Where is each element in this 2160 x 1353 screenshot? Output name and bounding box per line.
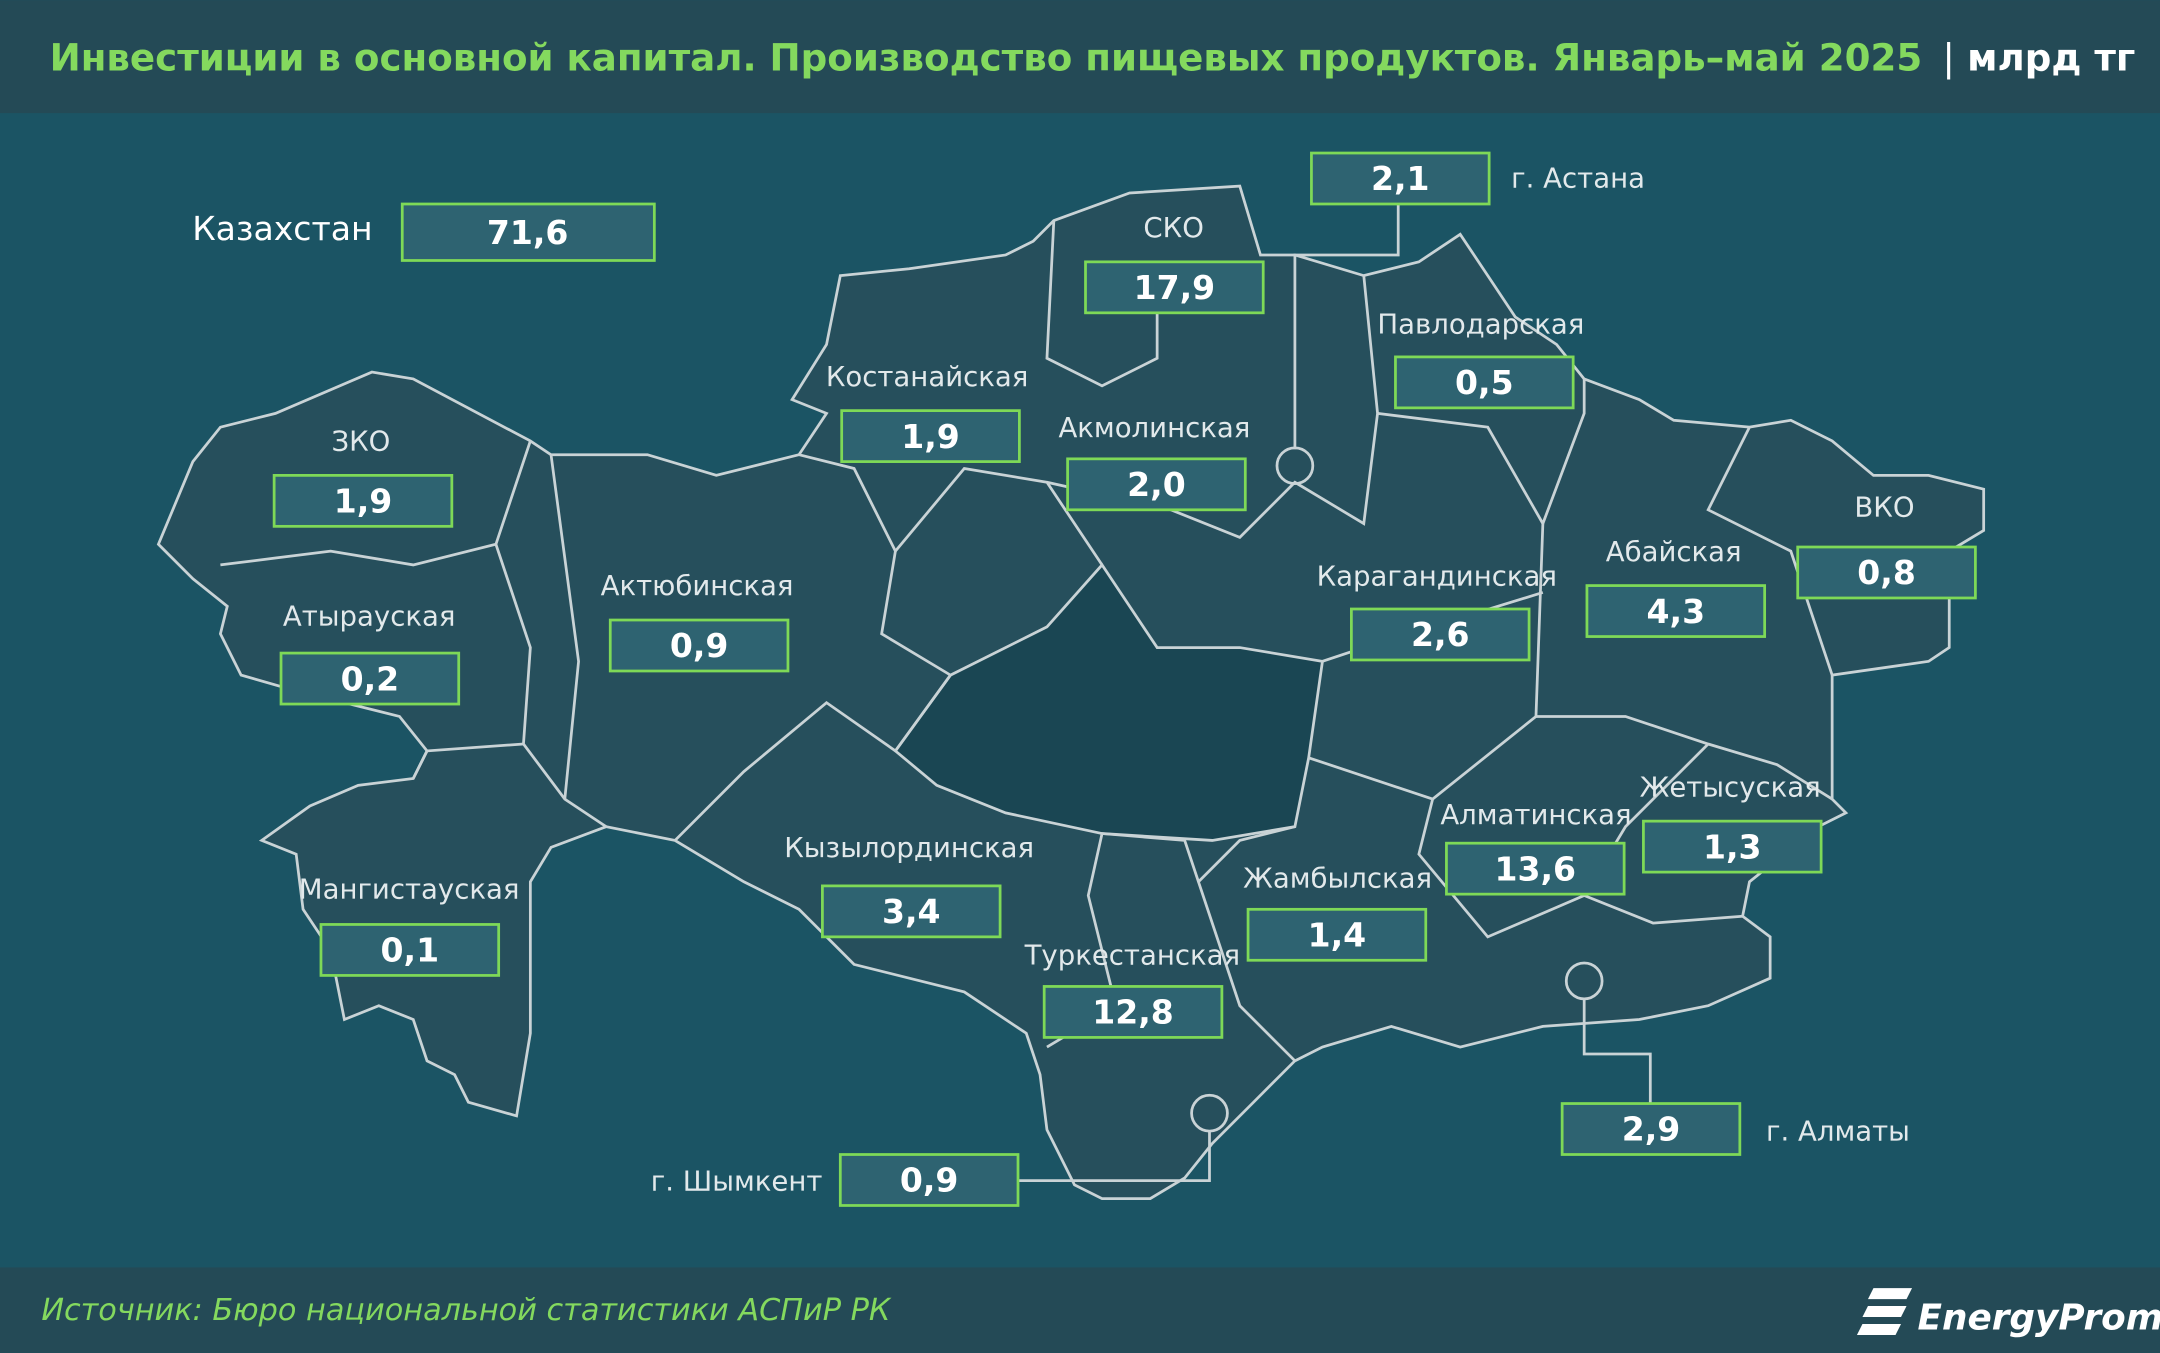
region-name: ЗКО xyxy=(331,426,390,458)
region-value: 2,6 xyxy=(1411,615,1470,654)
region-name: Алматинская xyxy=(1440,799,1631,831)
almaty-connector xyxy=(1582,997,1652,1104)
shymkent-marker xyxy=(1190,1093,1229,1133)
region-name: Кызылординская xyxy=(784,832,1034,864)
region-value: 0,5 xyxy=(1455,363,1514,402)
unit: млрд тг xyxy=(1967,35,2135,79)
logo: EnergyProm xyxy=(1918,1297,2160,1338)
region-name: ВКО xyxy=(1854,492,1914,524)
value-box xyxy=(1585,584,1767,638)
region-name: Туркестанская xyxy=(1024,939,1241,971)
city-name: г. Астана xyxy=(1511,162,1645,194)
region-value: 1,9 xyxy=(334,482,393,521)
region-name: Мангистауская xyxy=(299,873,520,905)
shymkent-connector xyxy=(1018,1131,1211,1183)
region-name: Жетысуская xyxy=(1640,771,1821,803)
total-value: 71,6 xyxy=(487,213,569,252)
region-value: 1,9 xyxy=(901,417,960,456)
almaty-marker xyxy=(1564,961,1604,1001)
region-name: Абайская xyxy=(1606,536,1742,568)
value-box xyxy=(1394,355,1575,410)
value-box xyxy=(1796,545,1977,600)
region-value: 13,6 xyxy=(1495,849,1577,888)
total-box xyxy=(400,202,656,262)
separator: | xyxy=(1942,35,1955,80)
region-value: 1,3 xyxy=(1703,827,1762,866)
city-value: 2,1 xyxy=(1371,159,1430,198)
value-box xyxy=(1066,457,1247,512)
value-box xyxy=(1084,260,1265,315)
logo-icon xyxy=(1856,1288,1913,1335)
region-name: Костанайская xyxy=(826,361,1029,393)
region-value: 12,8 xyxy=(1092,993,1174,1032)
region-name: Павлодарская xyxy=(1377,308,1584,340)
region-value: 2,0 xyxy=(1127,465,1186,504)
region-name: Акмолинская xyxy=(1058,412,1250,444)
region-value: 0,2 xyxy=(341,659,400,698)
value-box xyxy=(821,884,1002,939)
title: Инвестиции в основной капитал. Производс… xyxy=(50,35,1923,79)
value-box xyxy=(840,409,1021,463)
region-name: Жамбылская xyxy=(1243,862,1432,894)
astana-marker xyxy=(1275,446,1315,486)
value-box xyxy=(838,1153,1020,1207)
region-value: 1,4 xyxy=(1308,916,1367,955)
value-box xyxy=(1350,607,1531,662)
city-name: г. Алматы xyxy=(1766,1116,1910,1148)
city-markers xyxy=(1018,202,1652,1183)
value-box xyxy=(1246,907,1428,962)
source: Источник: Бюро национальной статистики А… xyxy=(41,1293,892,1328)
region-name: СКО xyxy=(1143,212,1203,244)
value-box xyxy=(279,651,461,706)
value-box xyxy=(1310,151,1491,206)
region-name: Актюбинская xyxy=(601,570,794,602)
astana-connector xyxy=(1293,202,1400,450)
value-box xyxy=(1445,841,1626,896)
total-label: Казахстан xyxy=(192,209,372,248)
city-name: г. Шымкент xyxy=(651,1165,823,1197)
city-value: 0,9 xyxy=(900,1161,959,1200)
value-box xyxy=(608,618,790,673)
region-value: 0,1 xyxy=(381,931,440,970)
region-name: Карагандинская xyxy=(1317,561,1557,593)
region-value: 0,8 xyxy=(1857,553,1916,592)
value-box xyxy=(319,923,501,977)
region-value: 17,9 xyxy=(1134,268,1216,307)
region-value: 0,9 xyxy=(670,626,729,665)
region-value: 3,4 xyxy=(882,892,941,931)
value-box xyxy=(1042,985,1224,1039)
region-value: 4,3 xyxy=(1647,592,1706,631)
value-box xyxy=(272,474,454,528)
city-value: 2,9 xyxy=(1622,1110,1681,1149)
header-bar xyxy=(0,0,2160,114)
footer-bar xyxy=(0,1267,2160,1353)
value-box xyxy=(1560,1102,1742,1156)
region-name: Атырауская xyxy=(283,601,456,633)
value-box xyxy=(1642,819,1823,874)
